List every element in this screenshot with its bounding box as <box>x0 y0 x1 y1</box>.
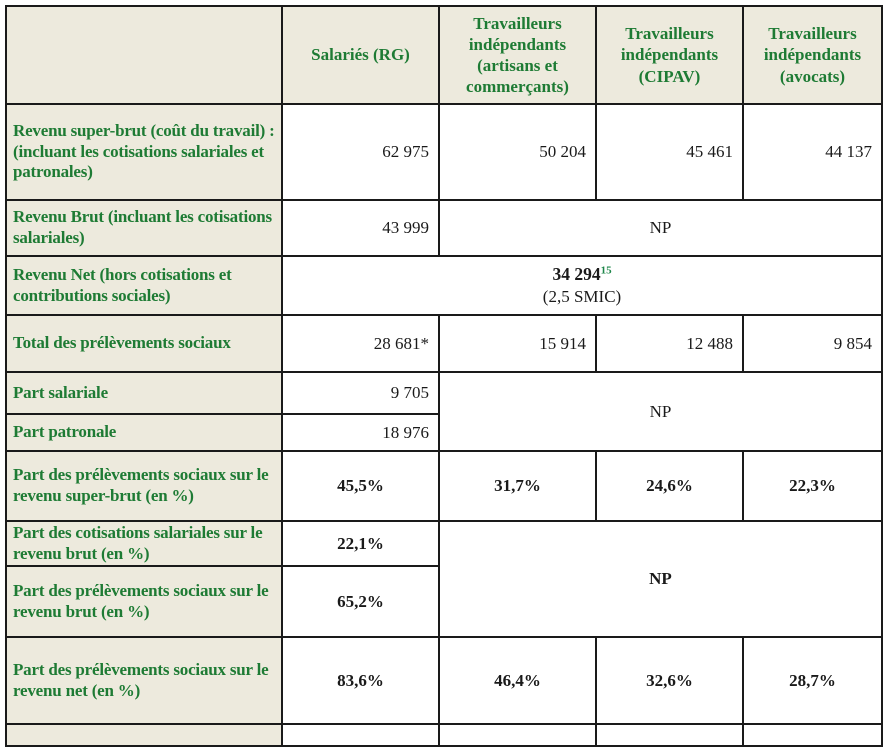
cell-pct-super-brut-cipav: 24,6% <box>595 450 744 522</box>
header-ti-artisans: Travailleurs indépendants (artisans et c… <box>438 5 597 105</box>
cell-pct-cotisations-brut-salaries: 22,1% <box>281 519 440 568</box>
row-label-revenu-net: Revenu Net (hors cotisations et contribu… <box>5 255 283 316</box>
row-label-part-patronale: Part patronale <box>5 413 283 452</box>
cell-total-salaries: 28 681* <box>281 314 440 373</box>
cell-brut-salaries: 43 999 <box>281 199 440 257</box>
cell-part-patronale-salaries: 18 976 <box>281 413 440 452</box>
cell-super-brut-cipav: 45 461 <box>595 103 744 201</box>
cell-pct-net-cipav: 32,6% <box>595 636 744 726</box>
header-ti-avocats: Travailleurs indépendants (avocats) <box>742 5 883 105</box>
row-label-pct-super-brut: Part des prélèvements sociaux sur le rev… <box>5 450 283 522</box>
net-value-line: 34 29415 <box>284 263 880 286</box>
row-pct-net: Part des prélèvements sociaux sur le rev… <box>5 636 883 726</box>
row-pct-prelevements-brut: Part des prélèvements sociaux sur le rev… <box>5 565 882 639</box>
cell-pct-super-brut-avocats: 22,3% <box>742 450 883 522</box>
cell-super-brut-artisans: 50 204 <box>438 103 597 201</box>
partial-label-cell <box>5 723 283 747</box>
row-revenu-net: Revenu Net (hors cotisations et contribu… <box>5 255 883 316</box>
cell-pct-super-brut-salaries: 45,5% <box>281 450 440 522</box>
social-contributions-table: Salariés (RG) Travailleurs indépendants … <box>5 5 883 747</box>
cell-brut-np: NP <box>438 199 883 257</box>
cell-total-artisans: 15 914 <box>438 314 597 373</box>
cell-total-cipav: 12 488 <box>595 314 744 373</box>
row-revenu-brut: Revenu Brut (incluant les cotisations sa… <box>5 199 883 257</box>
cell-net-value: 34 29415 (2,5 SMIC) <box>281 255 883 316</box>
row-part-salariale: Part salariale 9 705 NP <box>5 371 883 452</box>
cell-parts-np: NP <box>438 371 883 452</box>
cell-pct-net-artisans: 46,4% <box>438 636 597 726</box>
header-ti-cipav: Travailleurs indépendants (CIPAV) <box>595 5 744 105</box>
cell-pct-prelevements-brut-salaries: 65,2% <box>281 565 440 639</box>
partial-cell-2 <box>438 723 597 747</box>
row-label-part-salariale: Part salariale <box>5 371 283 415</box>
row-pct-super-brut: Part des prélèvements sociaux sur le rev… <box>5 450 883 522</box>
cell-super-brut-salaries: 62 975 <box>281 103 440 201</box>
header-row: Salariés (RG) Travailleurs indépendants … <box>5 5 883 105</box>
net-smic-line: (2,5 SMIC) <box>542 287 622 306</box>
footnote-ref-15: 15 <box>600 264 612 277</box>
cell-total-avocats: 9 854 <box>742 314 883 373</box>
header-salaries: Salariés (RG) <box>281 5 440 105</box>
cell-super-brut-avocats: 44 137 <box>742 103 883 201</box>
row-label-revenu-brut: Revenu Brut (incluant les cotisations sa… <box>5 199 283 257</box>
row-label-total-prelevements: Total des prélèvements sociaux <box>5 314 283 373</box>
row-part-patronale: Part patronale 18 976 <box>5 413 882 452</box>
header-empty-cell <box>5 5 283 105</box>
net-value: 34 294 <box>552 263 601 284</box>
row-total-prelevements: Total des prélèvements sociaux 28 681* 1… <box>5 314 883 373</box>
row-label-pct-cotisations-brut: Part des cotisations salariales sur le r… <box>5 519 283 568</box>
cell-pct-np: NP <box>438 519 883 639</box>
row-pct-cotisations-brut: Part des cotisations salariales sur le r… <box>5 519 883 639</box>
cell-pct-net-avocats: 28,7% <box>742 636 883 726</box>
partial-cell-3 <box>595 723 744 747</box>
row-label-pct-prelevements-brut: Part des prélèvements sociaux sur le rev… <box>5 565 283 639</box>
cell-pct-net-salaries: 83,6% <box>281 636 440 726</box>
row-label-pct-net: Part des prélèvements sociaux sur le rev… <box>5 636 283 726</box>
cell-part-salariale-salaries: 9 705 <box>281 371 440 415</box>
row-revenu-super-brut: Revenu super-brut (coût du travail) : (i… <box>5 103 883 201</box>
row-partial-cutoff <box>5 723 883 747</box>
partial-cell-1 <box>281 723 440 747</box>
cell-pct-super-brut-artisans: 31,7% <box>438 450 597 522</box>
row-label-revenu-super-brut: Revenu super-brut (coût du travail) : (i… <box>5 103 283 201</box>
partial-cell-4 <box>742 723 883 747</box>
